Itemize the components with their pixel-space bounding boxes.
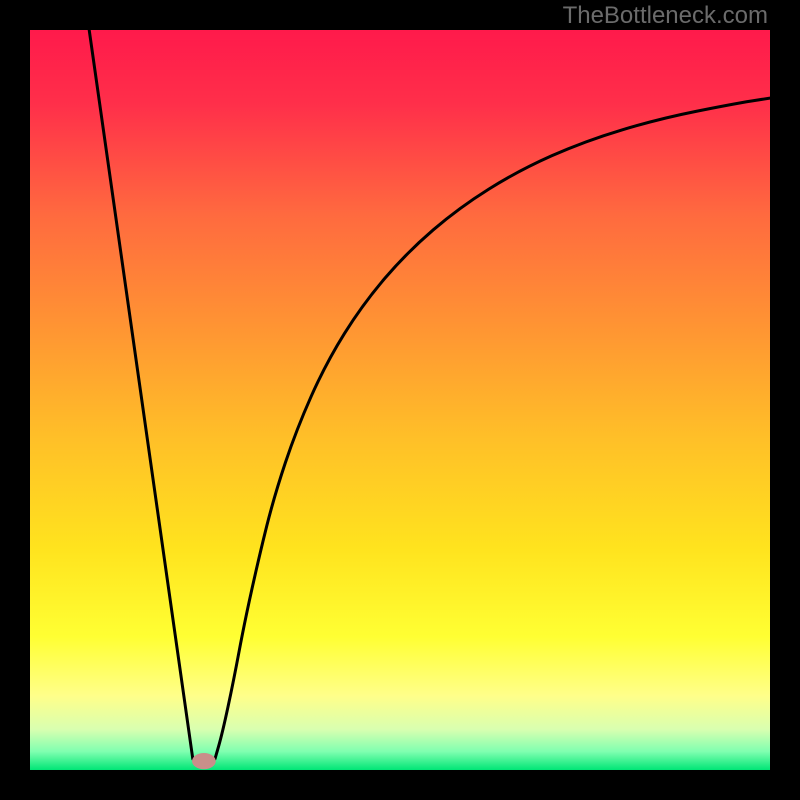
left-branch-line (89, 30, 193, 759)
trough-marker (192, 753, 216, 769)
right-branch-curve (215, 98, 770, 759)
chart-frame: TheBottleneck.com (0, 0, 800, 800)
watermark-text: TheBottleneck.com (563, 2, 768, 30)
plot-area (30, 30, 770, 770)
bottleneck-curve-svg (30, 30, 770, 770)
